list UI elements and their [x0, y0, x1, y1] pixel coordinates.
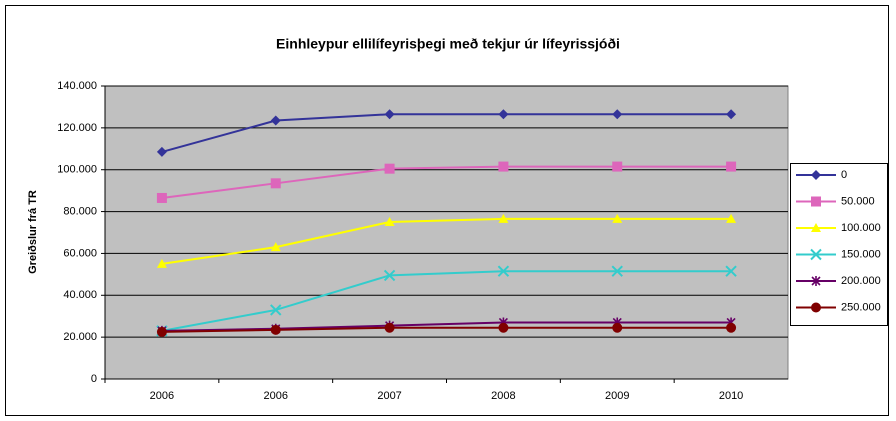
series-line	[161, 321, 732, 332]
marker	[611, 265, 623, 277]
legend	[790, 163, 888, 326]
marker	[498, 213, 509, 223]
marker	[726, 213, 737, 223]
series-line	[161, 217, 732, 265]
y-tick-label: 20.000	[63, 331, 97, 343]
marker	[156, 146, 167, 157]
marker	[612, 161, 623, 172]
marker	[270, 324, 281, 335]
y-tick-label: 140.000	[57, 80, 97, 92]
x-tick-label: 2009	[605, 390, 629, 402]
x-tick-label: 2006	[150, 390, 174, 402]
marker	[156, 258, 167, 268]
y-tick-label: 0	[91, 373, 97, 385]
legend-label: 250.000	[841, 301, 881, 313]
marker	[726, 161, 737, 172]
y-axis-label: Greiðslur frá TR	[27, 190, 39, 274]
plot-area	[104, 85, 789, 380]
series-line	[161, 113, 732, 153]
legend-label: 150.000	[841, 248, 881, 260]
marker	[270, 115, 281, 126]
marker	[810, 248, 822, 261]
legend-label: 100.000	[841, 222, 881, 234]
marker	[498, 161, 509, 172]
series-line	[161, 270, 732, 332]
marker	[384, 163, 395, 174]
marker	[811, 276, 821, 286]
marker	[383, 269, 396, 282]
marker	[156, 326, 167, 337]
marker	[270, 304, 282, 316]
marker	[725, 265, 737, 277]
marker	[270, 242, 281, 252]
legend-label: 0	[841, 169, 847, 181]
y-tick-label: 100.000	[57, 164, 97, 176]
marker	[156, 192, 167, 203]
y-tick-label: 40.000	[63, 289, 97, 301]
marker	[811, 302, 821, 313]
marker	[612, 213, 623, 223]
x-tick-label: 2006	[264, 390, 288, 402]
marker	[612, 322, 623, 333]
series-line	[161, 165, 732, 199]
marker	[498, 322, 509, 333]
chart-title: Einhleypur ellilífeyrisþegi með tekjur ú…	[276, 36, 620, 52]
y-tick-label: 60.000	[63, 247, 97, 259]
x-tick-label: 2007	[377, 390, 401, 402]
x-tick-label: 2010	[719, 390, 743, 402]
marker	[498, 109, 509, 120]
x-tick-label: 2008	[491, 390, 515, 402]
marker	[497, 265, 510, 277]
marker	[270, 178, 281, 189]
marker	[811, 223, 821, 232]
marker	[384, 217, 395, 227]
y-tick-label: 120.000	[57, 122, 97, 134]
marker	[726, 322, 737, 333]
marker	[612, 109, 623, 120]
marker	[811, 170, 821, 180]
legend-label: 200.000	[841, 275, 881, 287]
marker	[811, 196, 821, 207]
series-line	[161, 326, 732, 333]
marker	[384, 109, 395, 120]
marker	[726, 109, 737, 120]
marker	[384, 322, 395, 333]
y-tick-label: 80.000	[63, 205, 97, 217]
legend-label: 50.000	[841, 195, 875, 207]
